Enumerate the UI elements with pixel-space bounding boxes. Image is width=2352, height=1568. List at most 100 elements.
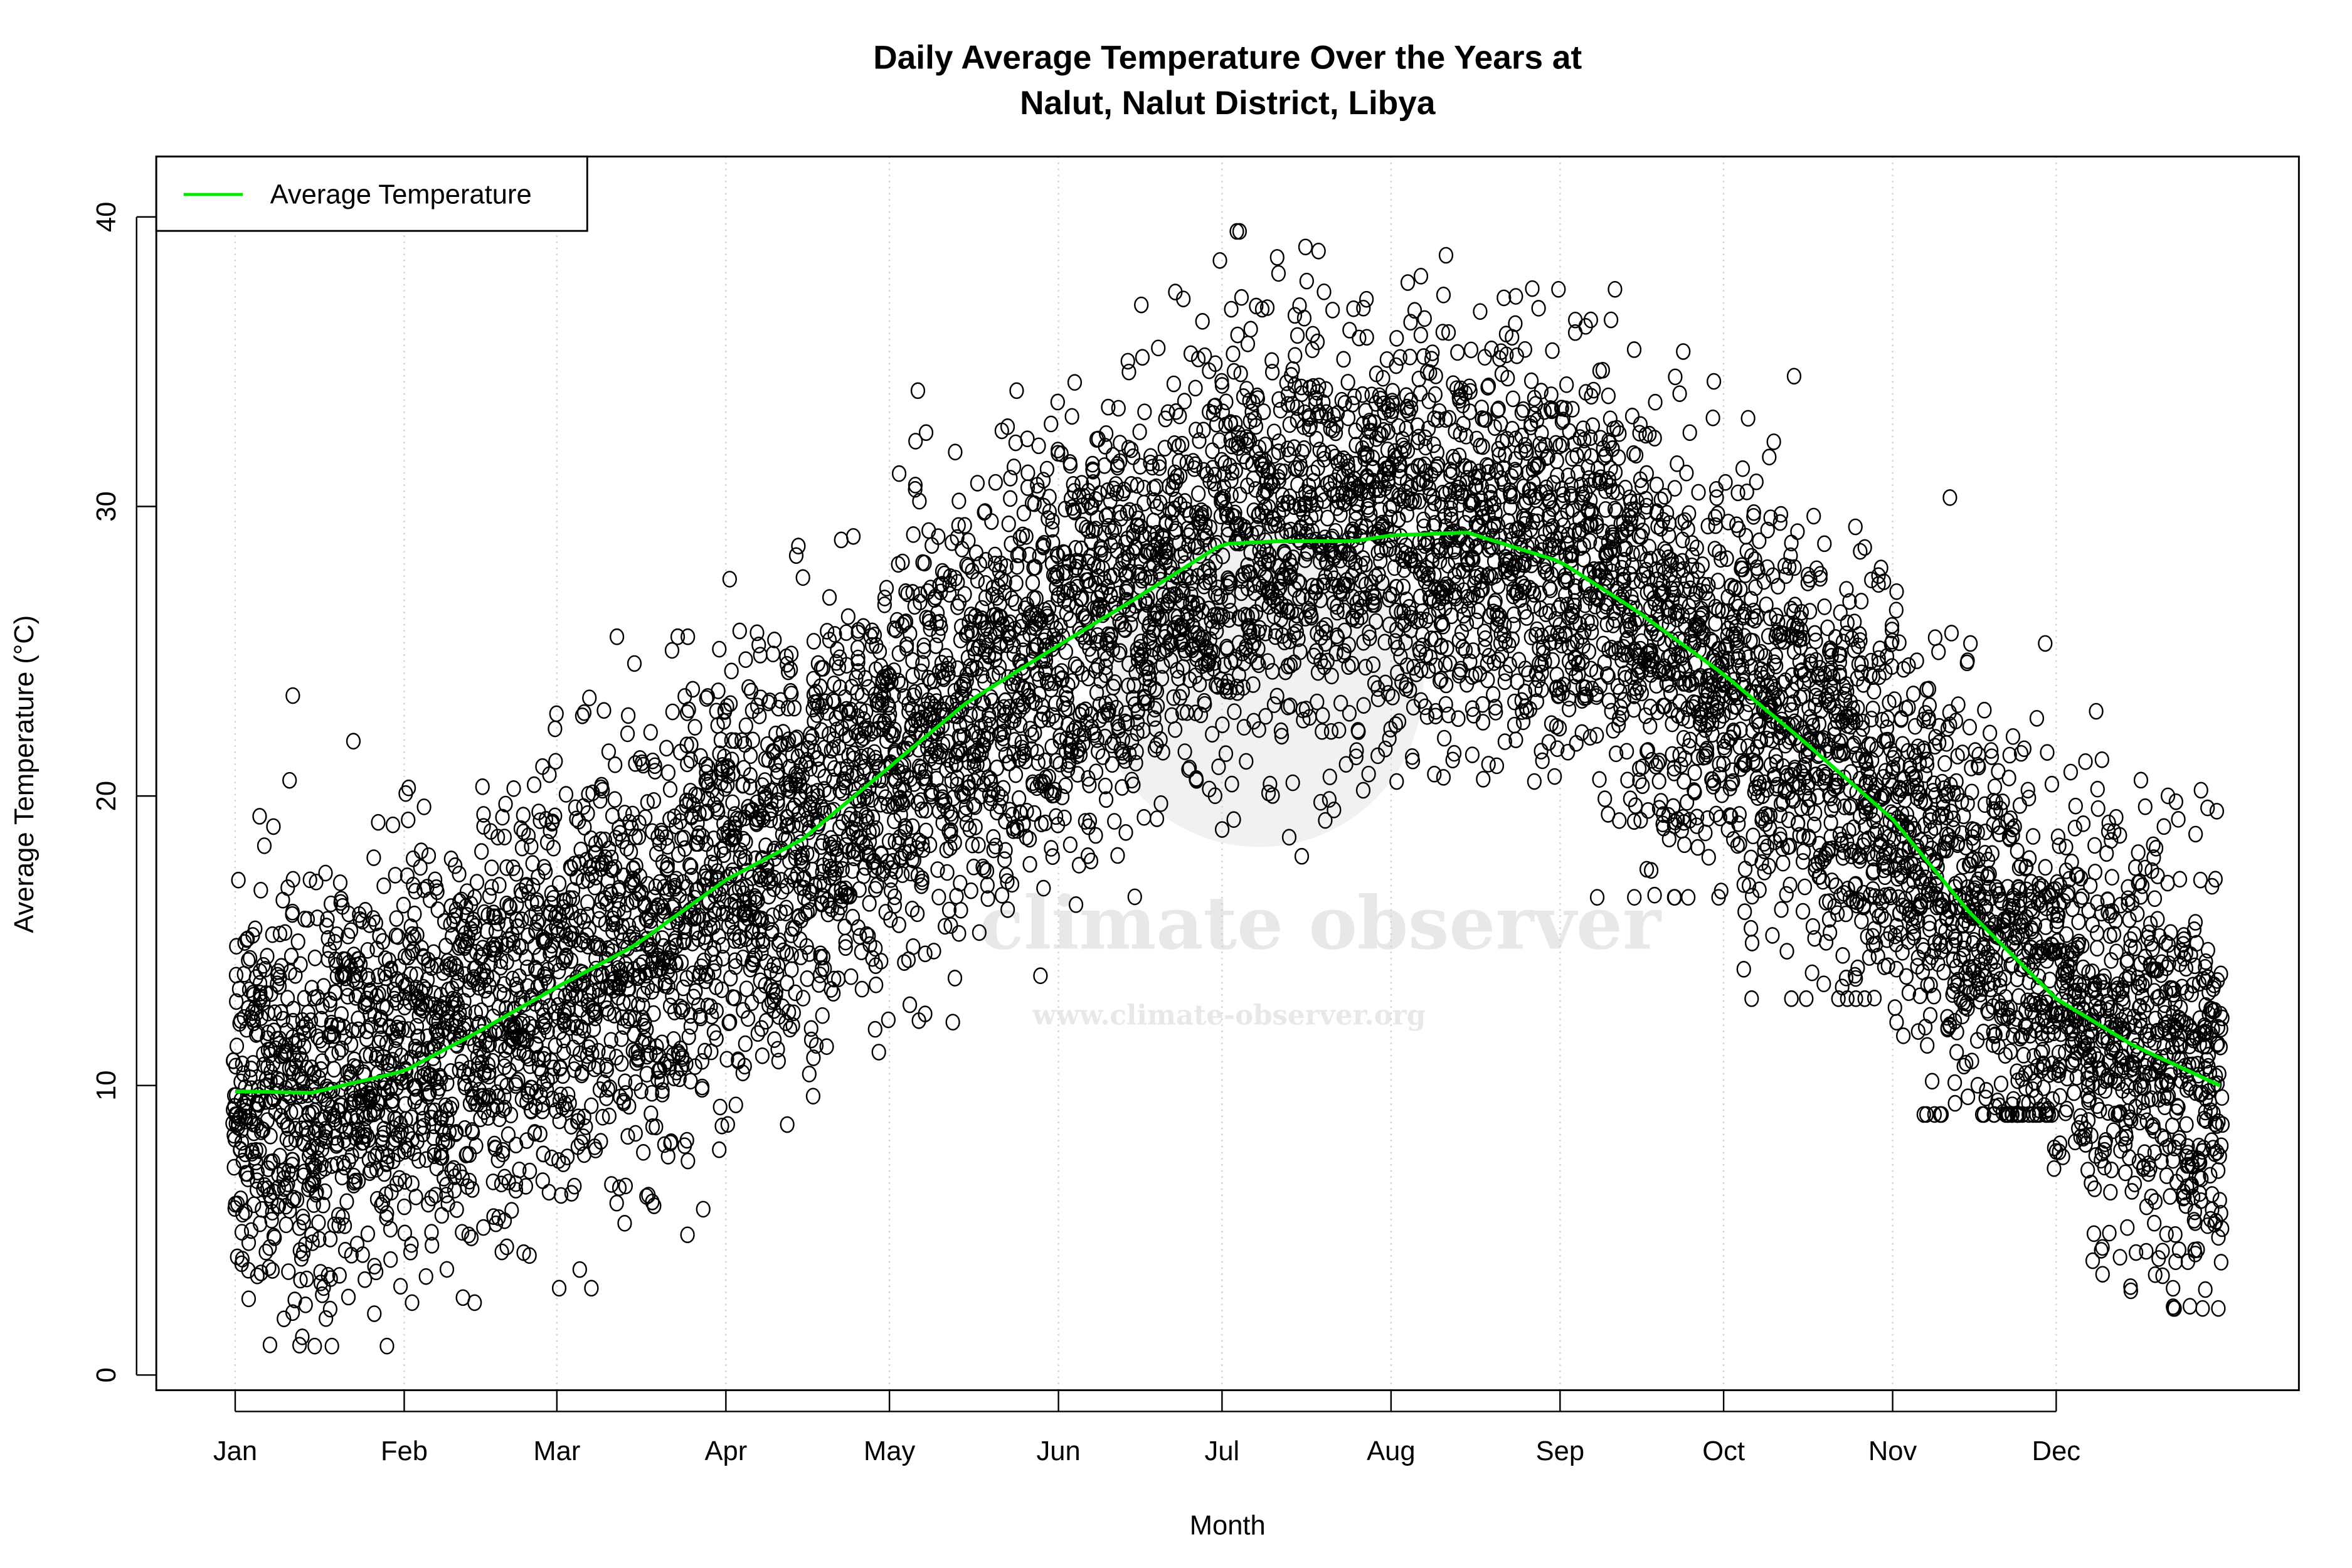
scatter-point xyxy=(389,1029,405,1046)
scatter-point xyxy=(974,745,989,762)
scatter-point xyxy=(231,871,246,889)
scatter-point xyxy=(407,905,422,923)
scatter-point xyxy=(674,1002,689,1020)
scatter-point xyxy=(822,589,837,606)
scatter-point xyxy=(561,1086,576,1103)
scatter-point xyxy=(1025,574,1041,591)
scatter-point xyxy=(587,845,602,862)
scatter-point xyxy=(1005,807,1020,824)
scatter-point xyxy=(1067,504,1082,521)
scatter-point xyxy=(401,811,416,829)
scatter-point xyxy=(1065,672,1080,690)
scatter-point xyxy=(830,641,845,659)
scatter-point xyxy=(509,1136,524,1153)
scatter-point xyxy=(562,1094,577,1112)
scatter-point xyxy=(537,1018,552,1036)
scatter-point xyxy=(645,752,660,770)
scatter-point xyxy=(684,858,699,876)
scatter-point xyxy=(862,895,877,912)
scatter-point xyxy=(558,951,573,968)
scatter-point xyxy=(784,946,799,963)
scatter-point xyxy=(448,857,463,874)
scatter-point xyxy=(795,990,811,1007)
scatter-point xyxy=(940,864,955,881)
scatter-point xyxy=(575,964,590,982)
scatter-point xyxy=(698,756,714,773)
scatter-point xyxy=(573,908,588,926)
scatter-point xyxy=(416,1067,432,1084)
scatter-point xyxy=(887,721,902,739)
scatter-point xyxy=(566,1061,582,1078)
scatter-point xyxy=(457,1003,472,1020)
scatter-point xyxy=(948,569,963,587)
scatter-point xyxy=(565,890,581,908)
scatter-point xyxy=(495,808,510,826)
scatter-point xyxy=(403,1243,418,1261)
scatter-point xyxy=(475,778,490,795)
scatter-point xyxy=(1045,640,1060,657)
scatter-point xyxy=(788,547,804,564)
scatter-point xyxy=(741,679,756,696)
scatter-point xyxy=(548,807,563,825)
scatter-point xyxy=(916,637,931,654)
scatter-point xyxy=(827,864,842,882)
scatter-point xyxy=(588,1009,603,1027)
scatter-point xyxy=(578,1118,593,1135)
scatter-point xyxy=(1044,738,1059,755)
scatter-point xyxy=(499,895,514,913)
scatter-point xyxy=(271,1197,287,1214)
scatter-point xyxy=(1029,607,1044,624)
scatter-point xyxy=(805,847,820,864)
scatter-point xyxy=(649,1118,664,1136)
scatter-point xyxy=(303,1012,319,1029)
scatter-point xyxy=(712,1141,727,1158)
scatter-point xyxy=(857,670,873,687)
scatter-point xyxy=(724,662,739,680)
scatter-point xyxy=(897,954,912,971)
scatter-point xyxy=(685,681,701,698)
scatter-point xyxy=(1068,896,1084,913)
scatter-point xyxy=(285,903,300,921)
scatter-point xyxy=(1001,515,1016,532)
scatter-point xyxy=(940,802,955,820)
scatter-point xyxy=(1000,624,1015,642)
scatter-point xyxy=(948,443,963,461)
scatter-point xyxy=(775,882,790,900)
scatter-point xyxy=(707,963,722,980)
scatter-point xyxy=(499,1238,514,1256)
scatter-point xyxy=(455,1169,470,1187)
scatter-point xyxy=(585,1000,600,1017)
scatter-point xyxy=(806,1049,821,1066)
scatter-point xyxy=(931,888,946,906)
scatter-point xyxy=(310,909,325,926)
scatter-point xyxy=(1070,659,1085,676)
scatter-point xyxy=(767,632,782,649)
scatter-point xyxy=(292,1219,307,1236)
scatter-point xyxy=(462,1172,477,1190)
scatter-point xyxy=(398,1096,413,1113)
scatter-point xyxy=(635,997,650,1015)
scatter-point xyxy=(300,911,315,928)
scatter-point xyxy=(1072,487,1087,505)
scatter-point xyxy=(861,928,876,945)
scatter-point xyxy=(720,1116,735,1133)
scatter-point xyxy=(430,1032,445,1049)
scatter-point xyxy=(817,781,832,798)
scatter-point xyxy=(317,1183,332,1200)
scatter-point xyxy=(300,1004,316,1022)
scatter-point xyxy=(1072,740,1087,757)
scatter-point xyxy=(780,655,795,673)
scatter-point xyxy=(669,871,684,888)
scatter-point xyxy=(593,831,608,849)
scatter-point xyxy=(346,971,361,988)
scatter-point xyxy=(281,1263,296,1280)
scatter-point xyxy=(763,811,778,829)
scatter-point xyxy=(327,934,342,951)
scatter-point xyxy=(390,1126,406,1143)
scatter-point xyxy=(593,1133,608,1150)
scatter-point xyxy=(285,1192,300,1209)
scatter-point xyxy=(771,1052,786,1070)
scatter-point xyxy=(677,933,692,951)
scatter-point xyxy=(912,492,927,510)
scatter-point xyxy=(542,998,558,1015)
